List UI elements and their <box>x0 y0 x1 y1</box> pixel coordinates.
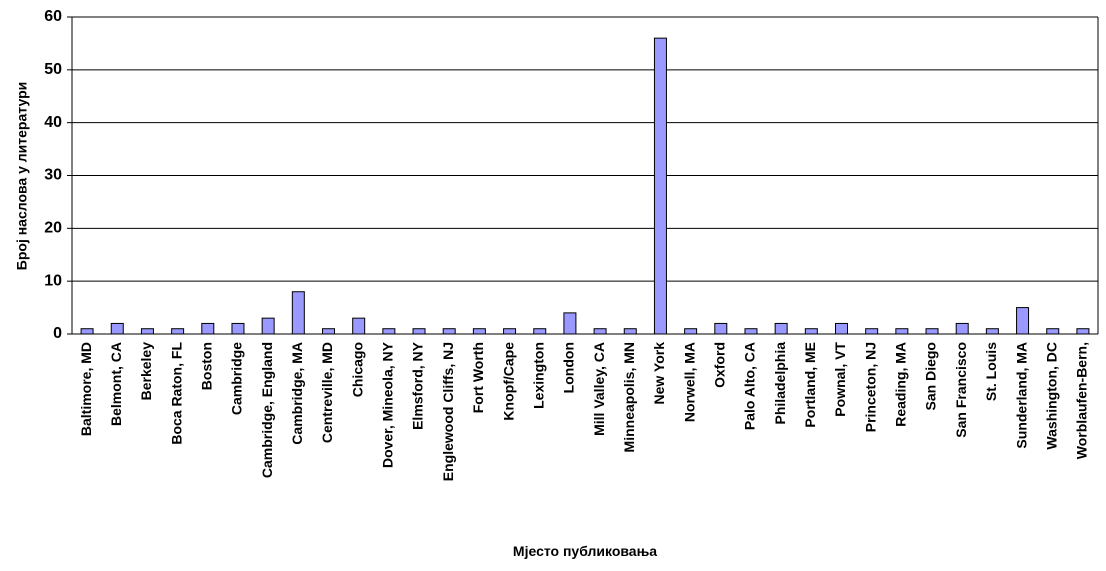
x-tick-label: Cambridge <box>229 342 245 415</box>
x-tick-label: Lexington <box>530 342 546 409</box>
x-tick-label: Norwell, MA <box>681 342 697 422</box>
x-axis-title: Мјесто публиковања <box>513 543 657 559</box>
bar <box>835 322 848 335</box>
x-tick-label: Centreville, MD <box>319 342 335 443</box>
y-tick-label: 0 <box>53 325 62 342</box>
x-tick-label: San Francisco <box>953 342 969 438</box>
bar <box>744 328 758 335</box>
x-tick-label: Palo Alto, CA <box>742 342 758 430</box>
bar <box>653 37 667 335</box>
x-tick-label: New York <box>651 342 667 405</box>
x-tick-label: Philadelphia <box>772 342 788 425</box>
bar <box>1016 307 1030 335</box>
bar <box>865 328 879 335</box>
y-tick-label: 40 <box>44 114 62 131</box>
bar <box>804 328 818 335</box>
bar <box>442 328 456 335</box>
x-tick-label: Berkeley <box>138 342 154 401</box>
x-tick-label: Englewood Cliffs, NJ <box>440 342 456 481</box>
x-tick-label: Elmsford, NY <box>410 341 426 430</box>
bar <box>684 328 698 335</box>
bar <box>925 328 939 335</box>
y-tick-label: 20 <box>44 220 62 237</box>
bar <box>201 322 215 335</box>
x-tick-label: Fort Worth <box>470 342 486 413</box>
x-tick-label: Pownal, VT <box>832 342 848 417</box>
x-tick-label: London <box>561 342 577 393</box>
y-tick-label: 30 <box>44 167 62 184</box>
x-tick-label: Reading, MA <box>893 342 909 427</box>
bar <box>1076 328 1090 335</box>
bar <box>472 328 486 335</box>
y-tick-label: 50 <box>44 61 62 78</box>
bar <box>533 328 547 335</box>
bar <box>231 322 245 335</box>
bar <box>895 328 909 335</box>
bar <box>412 328 426 335</box>
x-tick-label: Washington, DC <box>1043 342 1059 450</box>
bar <box>261 317 275 335</box>
x-tick-label: Mill Valley, CA <box>591 342 607 436</box>
x-tick-label: Cambridge, MA <box>289 342 305 445</box>
bar <box>563 312 577 335</box>
bar <box>714 322 728 335</box>
x-tick-label: St. Louis <box>983 342 999 401</box>
bar <box>382 328 396 335</box>
bar <box>140 328 154 335</box>
x-tick-label: Sunderland, MA <box>1013 342 1029 449</box>
y-tick-label: 60 <box>44 8 62 25</box>
x-tick-label: Belmont, CA <box>108 342 124 426</box>
x-tick-label: Princeton, NJ <box>862 342 878 432</box>
x-tick-label: Dover, Mineola, NY <box>380 341 396 468</box>
bar <box>774 322 788 335</box>
bar <box>110 322 124 335</box>
x-tick-label: Boston <box>198 342 214 390</box>
x-tick-label: Cambridge, England <box>259 342 275 478</box>
bar <box>955 322 969 335</box>
x-tick-label: Minneapolis, MN <box>621 342 637 452</box>
bar <box>171 328 185 335</box>
bar <box>80 328 94 335</box>
bar <box>322 328 335 335</box>
x-tick-label: Chicago <box>349 342 365 397</box>
x-tick-label: Knopf/Cape <box>500 342 516 421</box>
y-axis-title: Број наслова у литератури <box>14 82 30 270</box>
y-tick-label: 10 <box>44 272 62 289</box>
bar <box>291 291 305 335</box>
x-tick-label: San Diego <box>923 342 939 410</box>
bar <box>1046 328 1060 335</box>
x-tick-label: Boca Raton, FL <box>168 342 184 445</box>
bar <box>985 328 999 335</box>
x-tick-label: Baltimore, MD <box>78 342 94 436</box>
x-tick-label: Oxford <box>711 342 727 388</box>
x-tick-label: Worblaufen-Bern, <box>1074 342 1090 459</box>
bar <box>623 328 637 335</box>
bar <box>352 317 366 335</box>
x-tick-label: Portland, ME <box>802 342 818 428</box>
bar <box>503 328 517 335</box>
bar <box>593 328 607 335</box>
